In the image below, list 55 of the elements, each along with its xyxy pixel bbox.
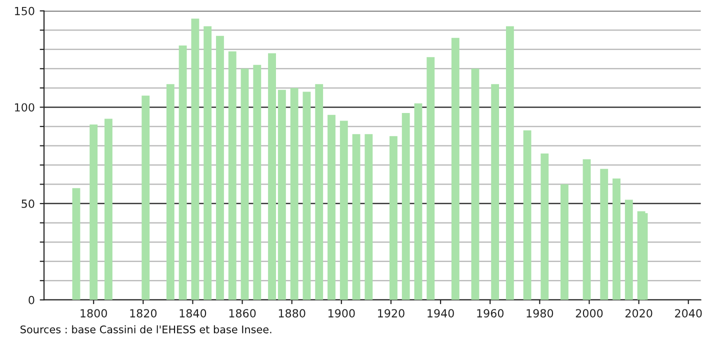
- x-tick-label: 1880: [278, 309, 306, 318]
- bar: [640, 213, 648, 300]
- bar: [228, 51, 236, 300]
- bar: [302, 92, 311, 300]
- bar: [278, 90, 286, 300]
- bar: [506, 26, 514, 300]
- bar: [216, 36, 224, 300]
- y-tick-label: 100: [15, 103, 34, 112]
- x-tick-label: 1800: [80, 309, 107, 318]
- bar: [166, 84, 174, 300]
- bar: [72, 188, 80, 300]
- bar: [426, 57, 435, 300]
- y-tick-label: 50: [22, 200, 34, 208]
- bar: [600, 168, 608, 300]
- bar: [340, 120, 348, 300]
- bar: [451, 38, 460, 300]
- x-tick-label: 2040: [675, 309, 702, 318]
- x-tick-label: 1820: [130, 309, 157, 318]
- bar: [612, 178, 620, 300]
- bar: [414, 103, 422, 300]
- bar: [315, 84, 324, 300]
- x-tick-label: 2020: [625, 309, 652, 318]
- bar: [491, 84, 500, 300]
- bar: [104, 118, 112, 300]
- bar: [352, 134, 360, 300]
- x-tick-label: 1980: [526, 309, 554, 318]
- bar: [540, 153, 549, 300]
- bar: [364, 134, 373, 300]
- x-tick-label: 1900: [328, 309, 355, 318]
- x-tick-label: 1840: [180, 309, 206, 318]
- source-note: Sources : base Cassini de l'EHESS et base Insee.: [20, 325, 272, 334]
- bar: [290, 88, 298, 300]
- bar: [90, 124, 98, 300]
- bar: [582, 159, 591, 300]
- bar: [328, 114, 336, 300]
- bar: [268, 53, 276, 300]
- bar: [142, 96, 150, 300]
- bar: [178, 46, 187, 300]
- x-tick-label: 1860: [229, 309, 256, 318]
- bar: [191, 18, 200, 300]
- x-tick-label: 1960: [477, 309, 504, 318]
- y-tick-label: 150: [15, 6, 34, 16]
- x-tick-label: 1940: [428, 309, 454, 318]
- y-tick-label: 0: [28, 296, 34, 304]
- bar: [389, 136, 398, 300]
- x-tick-label: 2000: [576, 309, 603, 318]
- bar: [560, 184, 568, 300]
- bar: [253, 64, 262, 300]
- bar: [523, 130, 532, 300]
- x-tick-label: 1920: [378, 309, 404, 318]
- bar: [240, 68, 249, 300]
- bar: [471, 68, 480, 300]
- bar: [402, 112, 410, 300]
- bar: [624, 200, 633, 300]
- bar: [204, 26, 212, 300]
